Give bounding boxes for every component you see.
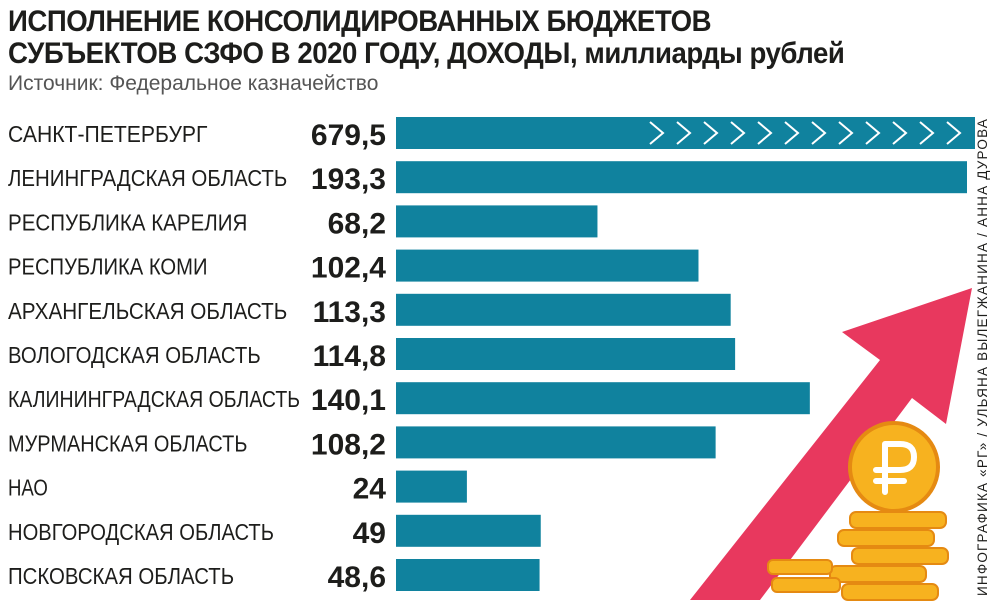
value-label: 49 xyxy=(353,517,386,550)
category-label: АРХАНГЕЛЬСКАЯ ОБЛАСТЬ xyxy=(8,298,287,324)
overflow-chevron-icon xyxy=(649,121,665,145)
category-label: НАО xyxy=(8,475,48,501)
coin-stack-icon xyxy=(829,565,927,583)
value-label: 48,6 xyxy=(328,561,386,594)
bar xyxy=(396,514,541,547)
value-label: 113,3 xyxy=(313,296,386,329)
overflow-chevron-icon xyxy=(919,121,935,145)
bar xyxy=(396,338,736,370)
coin-stack-icon xyxy=(837,529,935,547)
category-label: КАЛИНИНГРАДСКАЯ ОБЛАСТЬ xyxy=(8,386,300,412)
overflow-chevron-icon xyxy=(892,121,908,145)
overflow-chevron-icon xyxy=(703,121,719,145)
overflow-chevron-icon xyxy=(784,121,800,145)
growth-arrow-icon xyxy=(690,288,972,600)
value-label: 679,5 xyxy=(311,119,386,152)
category-label: ПСКОВСКАЯ ОБЛАСТЬ xyxy=(8,563,234,589)
value-label: 140,1 xyxy=(311,384,386,417)
category-label: ВОЛОГОДСКАЯ ОБЛАСТЬ xyxy=(8,342,261,368)
bar xyxy=(396,293,731,326)
coin-stack-icon xyxy=(767,559,833,575)
coin-stack-icon xyxy=(851,547,949,565)
value-label: 24 xyxy=(353,473,387,506)
value-label: 102,4 xyxy=(311,252,386,285)
chart-title: ИСПОЛНЕНИЕ КОНСОЛИДИРОВАННЫХ БЮДЖЕТОВ СУ… xyxy=(8,6,873,70)
chart-title-unit: миллиарды рублей xyxy=(584,37,845,70)
bar xyxy=(396,249,699,282)
overflow-chevron-icon xyxy=(946,121,962,145)
bar xyxy=(396,426,716,459)
overflow-chevron-icon xyxy=(838,121,854,145)
coin-stack-icon xyxy=(849,511,947,529)
value-label: 108,2 xyxy=(311,428,386,461)
coin-stack-icon xyxy=(771,577,841,593)
bar xyxy=(396,382,810,415)
category-label: НОВГОРОДСКАЯ ОБЛАСТЬ xyxy=(8,519,274,545)
overflow-chevron-icon xyxy=(730,121,746,145)
bar xyxy=(396,205,598,238)
chart-title-main: ИСПОЛНЕНИЕ КОНСОЛИДИРОВАННЫХ БЮДЖЕТОВ СУ… xyxy=(8,5,712,70)
bar xyxy=(396,470,467,503)
overflow-chevron-icon xyxy=(676,121,692,145)
value-label: 193,3 xyxy=(311,163,386,196)
category-label: РЕСПУБЛИКА КАРЕЛИЯ xyxy=(8,209,247,235)
category-label: МУРМАНСКАЯ ОБЛАСТЬ xyxy=(8,430,247,456)
ruble-sign-icon xyxy=(873,441,917,495)
category-label: РЕСПУБЛИКА КОМИ xyxy=(8,254,208,280)
bar xyxy=(396,559,540,591)
category-label: САНКТ-ПЕТЕРБУРГ xyxy=(8,121,208,147)
bar xyxy=(396,117,975,149)
overflow-chevron-icon xyxy=(811,121,827,145)
value-label: 68,2 xyxy=(328,207,386,240)
bars-layer: САНКТ-ПЕТЕРБУРГ 679,5 ЛЕНИНГРАДСКАЯ ОБЛАСТ… xyxy=(8,117,975,594)
value-label: 114,8 xyxy=(313,340,386,373)
credit-line: ИНФОГРАФИКА «РГ» / УЛЬЯНА ВЫЛЕГЖАНИНА / … xyxy=(975,117,990,596)
category-label: ЛЕНИНГРАДСКАЯ ОБЛАСТЬ xyxy=(8,165,287,191)
coin-stack-icon xyxy=(841,583,939,601)
source-note: Источник: Федеральное казначейство xyxy=(8,72,379,95)
overflow-chevron-icon xyxy=(865,121,881,145)
bar xyxy=(396,161,967,194)
decor-illustration xyxy=(690,288,972,601)
overflow-chevron-icon xyxy=(757,121,773,145)
